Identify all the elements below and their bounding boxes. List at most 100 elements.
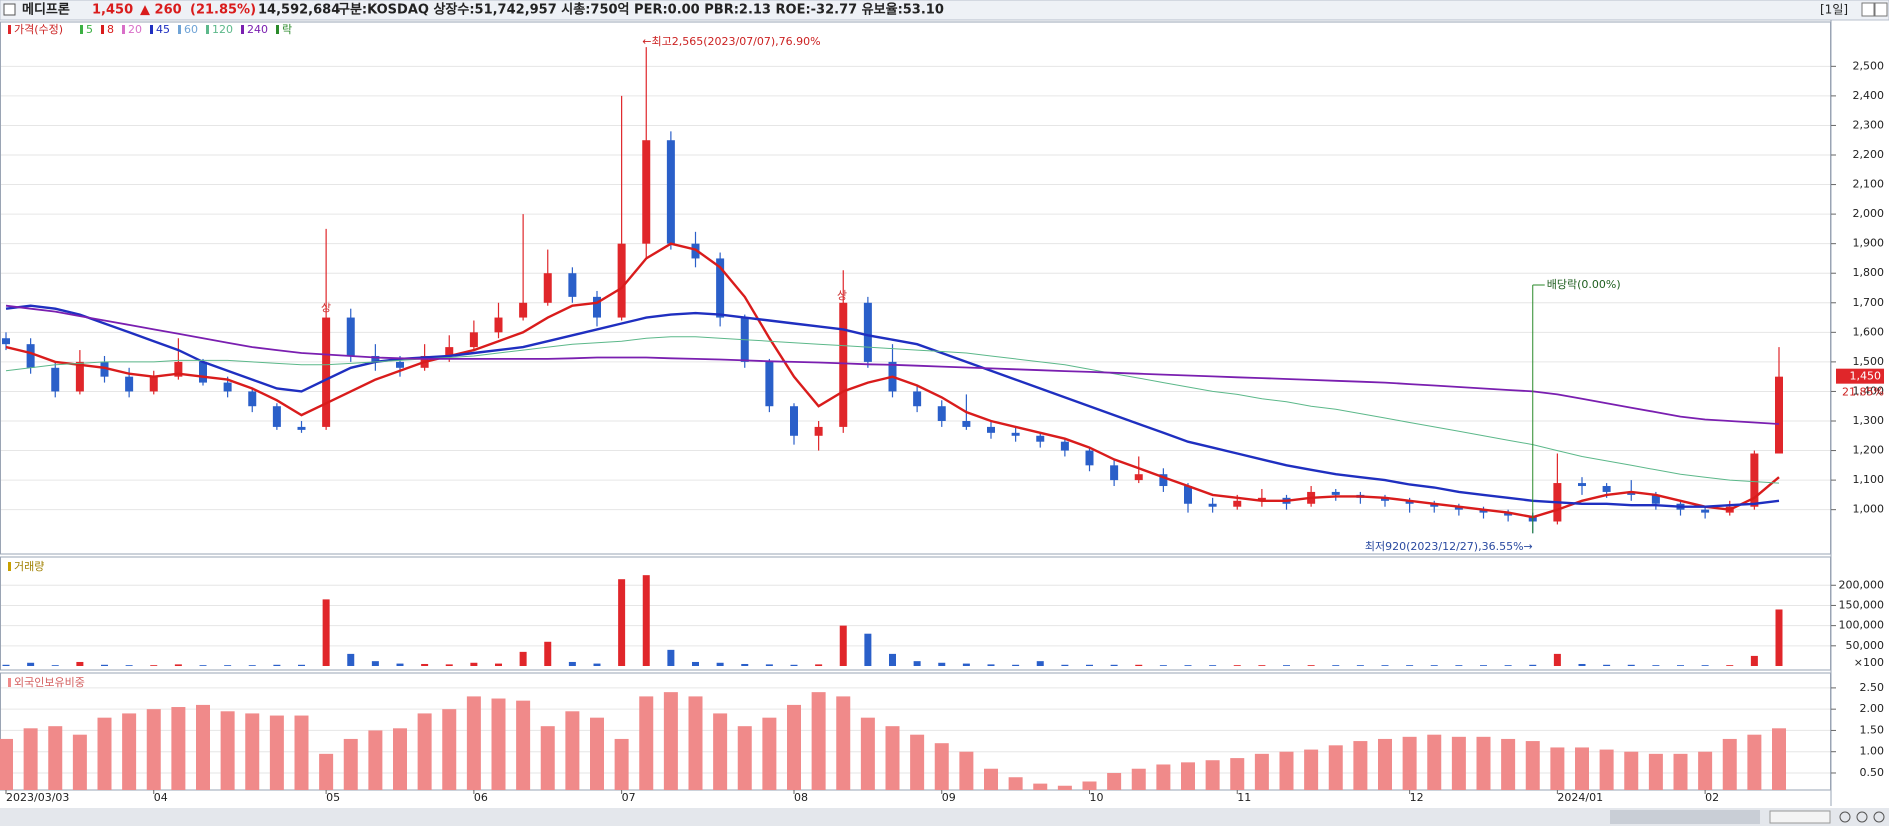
candle-body bbox=[223, 382, 232, 392]
y-tick-label: 200,000 bbox=[1839, 578, 1885, 591]
bar bbox=[642, 575, 650, 666]
legend-swatch bbox=[122, 25, 125, 34]
bar bbox=[1209, 665, 1217, 666]
bar bbox=[1603, 664, 1611, 666]
bar bbox=[371, 661, 379, 666]
bar bbox=[1402, 736, 1417, 790]
y-tick-label: 1,300 bbox=[1853, 414, 1885, 427]
bar bbox=[199, 665, 207, 666]
moving-average-line bbox=[5, 304, 1780, 425]
legend-label: 60 bbox=[184, 23, 198, 36]
bar bbox=[51, 665, 59, 666]
bar bbox=[590, 717, 604, 790]
candle-body bbox=[1257, 497, 1266, 501]
y-tick-label: 2.50 bbox=[1860, 681, 1885, 694]
candle-body bbox=[322, 317, 331, 427]
change: ▲ 260 bbox=[140, 3, 182, 18]
bar bbox=[688, 696, 703, 790]
bar bbox=[1430, 665, 1438, 666]
stock-info: 구분:KOSDAQ 상장수:51,742,957 시총:750억 PER:0.0… bbox=[338, 2, 944, 18]
bar bbox=[1233, 665, 1241, 666]
bar bbox=[466, 696, 481, 790]
candle-body bbox=[962, 421, 971, 427]
bar bbox=[1455, 665, 1463, 666]
bar bbox=[72, 734, 87, 790]
bar bbox=[1156, 764, 1171, 790]
zoom-in[interactable] bbox=[1856, 811, 1868, 823]
dividend-annotation: 배당락(0.00%) bbox=[1547, 278, 1621, 291]
candle-body bbox=[1405, 500, 1414, 504]
scrollbar[interactable] bbox=[0, 808, 1889, 826]
bar bbox=[593, 663, 601, 666]
y-tick-label: 150,000 bbox=[1839, 598, 1885, 611]
volume-panel bbox=[0, 556, 1831, 671]
bar bbox=[1652, 665, 1660, 666]
bar bbox=[860, 717, 875, 790]
last-price-label: 1,450 bbox=[1850, 370, 1882, 383]
scroll-thumb[interactable] bbox=[1610, 810, 1760, 824]
bar bbox=[565, 711, 580, 790]
candle-body bbox=[863, 302, 872, 362]
y-tick-label: 1,700 bbox=[1853, 296, 1885, 309]
bar bbox=[1599, 749, 1614, 790]
period-button[interactable]: [1일] bbox=[1820, 3, 1848, 17]
window-button[interactable] bbox=[1861, 2, 1875, 17]
bar bbox=[1427, 734, 1442, 790]
bar bbox=[959, 751, 974, 790]
bar bbox=[1627, 664, 1635, 666]
bar bbox=[1525, 741, 1540, 790]
bar bbox=[1307, 665, 1315, 666]
bar bbox=[667, 649, 675, 666]
bar bbox=[27, 662, 35, 666]
y-tick-label: 1,400 bbox=[1853, 384, 1885, 397]
candle-body bbox=[814, 426, 823, 436]
y-tick-label: 2,500 bbox=[1853, 59, 1885, 72]
bar bbox=[568, 661, 576, 666]
bar bbox=[48, 726, 63, 790]
bar bbox=[1747, 734, 1762, 790]
candle-body bbox=[1233, 500, 1242, 507]
bar bbox=[1356, 665, 1364, 666]
bar bbox=[150, 665, 158, 666]
panel-swatch bbox=[8, 678, 11, 687]
bar bbox=[737, 726, 752, 790]
zoom-reset[interactable] bbox=[1873, 811, 1885, 823]
bar bbox=[1529, 664, 1537, 666]
candle-body bbox=[272, 406, 281, 427]
bar bbox=[224, 665, 232, 666]
bar bbox=[1578, 663, 1586, 666]
candle-body bbox=[1184, 486, 1192, 504]
bar bbox=[815, 664, 823, 666]
candle-body bbox=[937, 406, 946, 421]
x-tick-label: 2024/01 bbox=[1557, 791, 1603, 804]
moving-average-line bbox=[5, 242, 1780, 519]
candle-body bbox=[494, 317, 503, 333]
x-tick-label: 08 bbox=[794, 791, 808, 804]
bar bbox=[713, 713, 728, 790]
bar bbox=[1254, 753, 1269, 790]
bar bbox=[1258, 665, 1266, 666]
bar bbox=[1677, 665, 1684, 666]
header-checkbox[interactable] bbox=[3, 3, 16, 16]
bar bbox=[174, 664, 182, 666]
bar bbox=[245, 713, 260, 790]
candle-body bbox=[1159, 474, 1168, 487]
zoom-slider[interactable] bbox=[1769, 810, 1831, 824]
candle-body bbox=[1479, 509, 1488, 513]
moving-average-line bbox=[5, 336, 1780, 484]
bar bbox=[23, 728, 38, 790]
price: 1,450 bbox=[92, 3, 133, 18]
candle-body bbox=[519, 302, 528, 318]
limit-up-marker: 상 bbox=[837, 289, 847, 302]
zoom-out[interactable] bbox=[1839, 811, 1851, 823]
bar bbox=[1553, 653, 1561, 666]
candle-body bbox=[297, 426, 306, 430]
y-tick-label: 2.00 bbox=[1860, 702, 1885, 715]
bar bbox=[1501, 738, 1516, 790]
candle-body bbox=[174, 361, 183, 377]
candle-body bbox=[666, 140, 675, 244]
window-button[interactable] bbox=[1874, 2, 1888, 17]
legend-label: 120 bbox=[212, 23, 233, 36]
y-tick-label: 1,900 bbox=[1853, 237, 1885, 250]
